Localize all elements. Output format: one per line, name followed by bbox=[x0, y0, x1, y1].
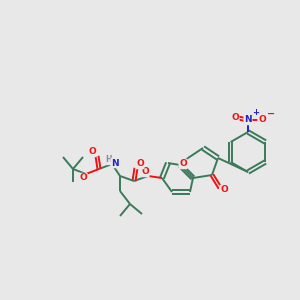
Text: O: O bbox=[136, 160, 144, 169]
Text: N: N bbox=[111, 158, 119, 167]
Text: O: O bbox=[258, 116, 266, 124]
Text: H: H bbox=[106, 155, 112, 164]
Text: O: O bbox=[220, 185, 228, 194]
Text: O: O bbox=[141, 167, 149, 176]
Text: O: O bbox=[179, 160, 187, 169]
Text: O: O bbox=[79, 173, 87, 182]
Text: N: N bbox=[244, 116, 252, 124]
Text: O: O bbox=[88, 148, 96, 157]
Text: −: − bbox=[267, 109, 275, 119]
Text: +: + bbox=[252, 108, 259, 117]
Text: O: O bbox=[231, 113, 239, 122]
